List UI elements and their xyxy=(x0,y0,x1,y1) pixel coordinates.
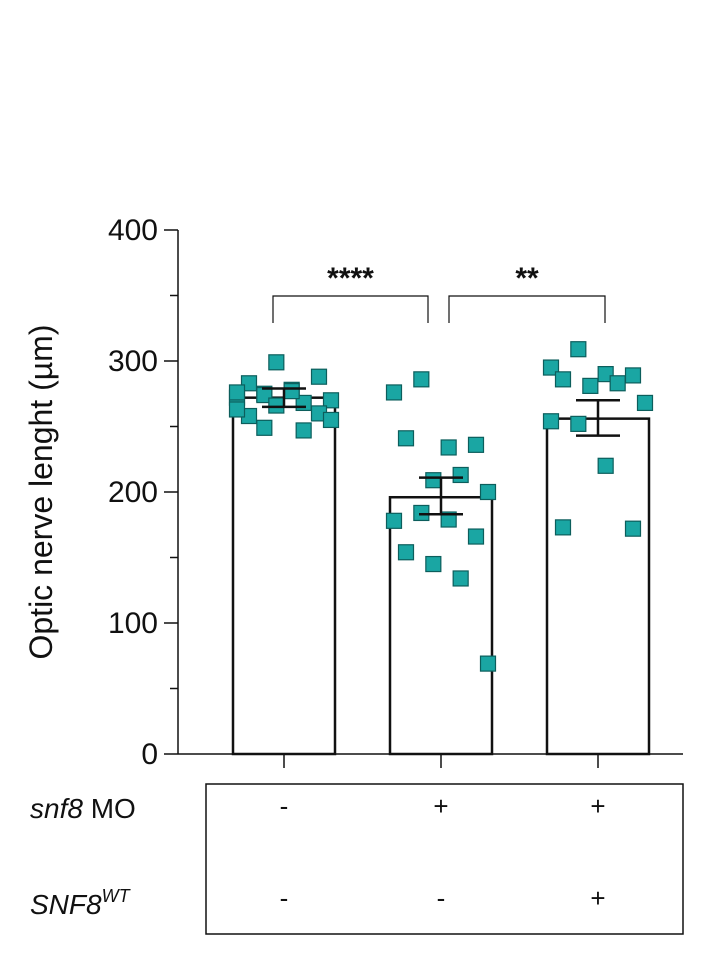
condition-row-2-label: SNF8WT xyxy=(30,886,132,920)
condition-row-2-group-3: + xyxy=(590,883,605,913)
data-point xyxy=(425,555,442,573)
condition-row-1-group-1: - xyxy=(280,791,289,821)
y-axis-title: Optic nerve lenght (µm) xyxy=(23,325,59,660)
significance-bracket xyxy=(448,295,606,323)
condition-row-1-label: snf8 MO xyxy=(30,793,136,824)
data-point xyxy=(256,419,273,436)
significance-layer: **** ** xyxy=(272,262,606,323)
condition-row-1-group-3: + xyxy=(590,791,605,821)
bars-layer xyxy=(231,396,651,756)
data-point xyxy=(554,519,572,536)
data-point xyxy=(283,383,300,400)
data-point xyxy=(322,392,340,409)
data-point xyxy=(597,457,614,474)
data-point xyxy=(467,528,485,545)
bar xyxy=(545,417,651,756)
condition-table-frame xyxy=(205,783,684,935)
data-point xyxy=(322,411,340,429)
data-point xyxy=(268,354,285,371)
data-point xyxy=(228,384,246,401)
data-point xyxy=(597,366,614,383)
data-point xyxy=(385,512,403,529)
data-point xyxy=(413,504,430,522)
data-point xyxy=(228,401,246,418)
axis-layer: 0 100 200 300 400 xyxy=(108,214,683,771)
data-point xyxy=(397,430,415,447)
y-tick-label: 0 xyxy=(141,738,158,771)
significance-bracket xyxy=(272,295,429,323)
data-point xyxy=(542,413,560,430)
data-point xyxy=(467,436,485,453)
condition-row-1-group-2: + xyxy=(433,791,448,821)
condition-row-2-group-1: - xyxy=(280,883,289,913)
condition-table: snf8 MO SNF8WT - + + - - + xyxy=(30,783,684,935)
data-point xyxy=(636,394,654,412)
data-point xyxy=(295,422,312,439)
data-point xyxy=(385,384,403,401)
significance-label: **** xyxy=(327,262,374,295)
bar xyxy=(231,396,337,756)
significance-label: ** xyxy=(515,262,539,295)
data-point xyxy=(582,377,599,394)
data-point xyxy=(479,483,497,501)
data-point xyxy=(570,415,587,432)
data-point xyxy=(452,570,469,587)
data-point xyxy=(624,520,642,537)
y-tick-label: 100 xyxy=(108,607,158,640)
data-point xyxy=(240,375,258,392)
data-point xyxy=(268,397,285,414)
data-point xyxy=(452,466,469,484)
data-point xyxy=(440,511,457,528)
data-point xyxy=(542,359,560,376)
y-tick-label: 300 xyxy=(108,345,158,378)
condition-row-2-group-2: - xyxy=(437,883,446,913)
data-point xyxy=(397,544,415,561)
data-point xyxy=(425,472,442,489)
points-layer xyxy=(228,341,654,672)
data-point xyxy=(609,375,626,392)
error-bars-layer xyxy=(262,387,620,516)
data-point xyxy=(310,368,328,385)
data-point xyxy=(624,367,642,384)
y-tick-label: 400 xyxy=(108,214,158,247)
data-point xyxy=(570,341,587,358)
y-tick-label: 200 xyxy=(108,476,158,509)
data-point xyxy=(479,655,497,672)
data-point xyxy=(554,371,572,388)
data-point xyxy=(413,371,430,388)
data-point xyxy=(440,439,457,456)
